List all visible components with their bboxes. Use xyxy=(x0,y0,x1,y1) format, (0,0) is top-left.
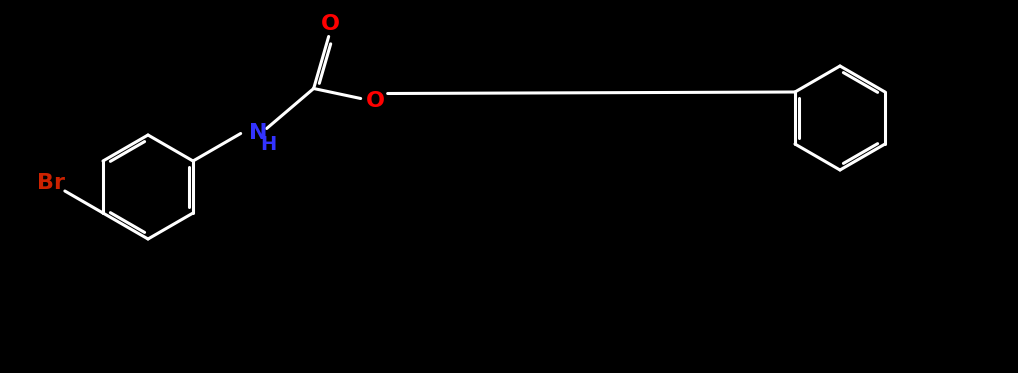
Text: N: N xyxy=(249,123,268,144)
Text: Br: Br xyxy=(37,173,65,193)
Text: O: O xyxy=(366,91,385,112)
Text: O: O xyxy=(321,15,340,34)
Text: H: H xyxy=(261,135,277,154)
